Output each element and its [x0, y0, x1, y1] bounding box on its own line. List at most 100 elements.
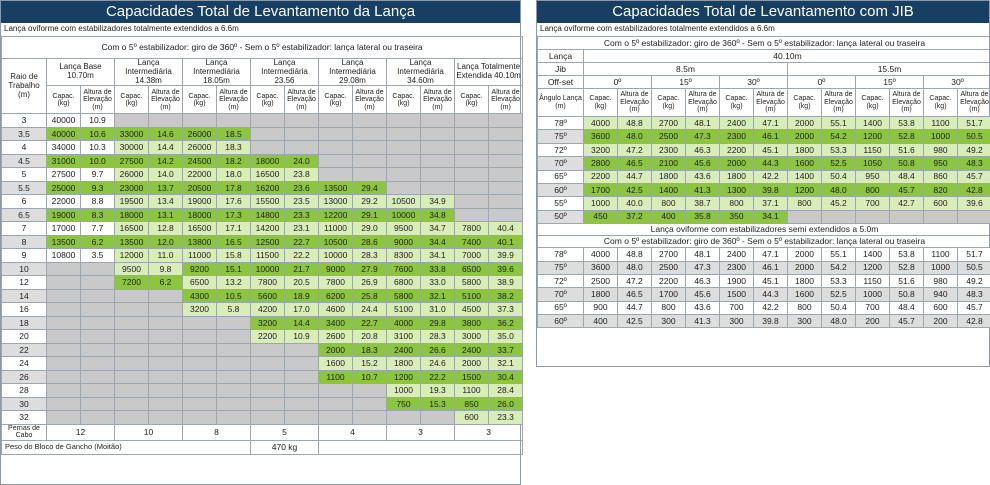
value-cell — [487, 126, 524, 142]
value-cell — [250, 113, 285, 128]
value-cell: 40.0 — [617, 196, 652, 211]
value-cell: 29.4 — [352, 180, 387, 196]
value-cell: 10.9 — [284, 329, 319, 344]
value-cell: 47.2 — [617, 142, 652, 158]
capacity-header: Capac. (kg) — [114, 85, 149, 115]
value-cell: 10.3 — [80, 140, 115, 155]
value-cell: 45.7 — [957, 169, 990, 184]
value-cell: 42.8 — [957, 182, 990, 198]
value-cell: 7800 — [318, 275, 353, 290]
lanca-value: 40.10m — [583, 49, 990, 63]
value-cell — [182, 383, 217, 398]
offset-value: 30º — [923, 75, 990, 89]
value-cell: 34000 — [46, 140, 81, 155]
radius-value: 16 — [1, 302, 47, 317]
table-row: 78º 4000 48.8 2700 48.1 2400 47.1 2000 55.1 1400 5… — [537, 247, 990, 262]
value-cell — [855, 209, 890, 225]
value-cell: 8.3 — [80, 207, 115, 223]
value-cell: 10.7 — [352, 369, 387, 385]
value-cell: 700 — [719, 300, 754, 316]
radius-value: 5 — [1, 167, 47, 182]
value-cell: 6.2 — [80, 234, 115, 250]
boom-capacity-table: Com o 5º estabilizador: giro de 360º - S… — [0, 36, 524, 455]
value-cell: 43.6 — [685, 169, 720, 184]
radius-value: 3.5 — [1, 126, 47, 142]
capacity-header: Capac. (kg) — [787, 88, 822, 117]
table-row: 50º 450 37.2 400 35.8 350 34.1 — [537, 209, 990, 225]
value-cell: 6500 — [182, 275, 217, 290]
table-row: 18 3200 14.4 3400 22.7 4000 29.8 3800 36.2 — [1, 315, 524, 331]
cable-value: 4 — [318, 423, 387, 441]
semi-config: Com o 5º estabilizador: giro de 360º - S… — [537, 235, 990, 249]
value-cell: 50.5 — [957, 260, 990, 275]
value-cell: 7200 — [114, 275, 149, 290]
height-header: Altura de Elevação (m) — [617, 88, 652, 117]
value-cell: 9.3 — [80, 180, 115, 196]
value-cell: 14200 — [250, 221, 285, 236]
radius-value: 30 — [1, 396, 47, 412]
value-cell: 16500 — [114, 221, 149, 236]
value-cell: 42.7 — [889, 196, 924, 211]
value-cell: 39.6 — [957, 196, 990, 211]
subheader-row: Ângulo Lança (m) Capac. (kg) Altura de Ele… — [537, 88, 990, 117]
value-cell: 37.3 — [487, 302, 524, 317]
cable-value: 3 — [386, 423, 455, 441]
value-cell: 2700 — [651, 115, 686, 131]
value-cell: 2500 — [583, 273, 618, 289]
value-cell: 34.9 — [420, 194, 455, 209]
jib-label: Jib — [537, 62, 584, 76]
jib-value: 8.5m — [583, 62, 788, 76]
radius-value: 5.5 — [1, 180, 47, 196]
value-cell: 19500 — [114, 194, 149, 209]
value-cell: 980 — [923, 273, 958, 289]
value-cell — [889, 209, 924, 225]
value-cell: 300 — [651, 314, 686, 329]
value-cell: 6500 — [454, 261, 489, 277]
table-row: 5 27500 9.7 26000 14.0 22000 18.0 16500 23.8 — [1, 167, 524, 182]
value-cell: 3600 — [583, 129, 618, 144]
boom-panel-title: Capacidades Total de Levantamento da Lan… — [1, 1, 520, 23]
value-cell — [80, 302, 115, 317]
value-cell: 17000 — [46, 221, 81, 236]
value-cell: 44.3 — [753, 156, 788, 171]
value-cell: 800 — [719, 196, 754, 211]
value-cell — [386, 167, 421, 182]
value-cell — [386, 153, 421, 169]
value-cell — [386, 126, 421, 142]
value-cell: 10500 — [386, 194, 421, 209]
value-cell: 53.3 — [821, 273, 856, 289]
value-cell: 53.8 — [889, 115, 924, 131]
value-cell: 29.0 — [352, 221, 387, 236]
jib-panel-title: Capacidades Total de Levantamento com JI… — [537, 1, 989, 23]
value-cell — [386, 113, 421, 128]
value-cell: 45.7 — [889, 182, 924, 198]
height-header: Altura de Elevação (m) — [352, 85, 387, 115]
value-cell: 9200 — [182, 261, 217, 277]
offset-row: Off-set 0º 15º 30º 0º 15º 30º — [537, 75, 990, 89]
value-cell — [46, 302, 81, 317]
value-cell: 45.2 — [821, 196, 856, 211]
value-cell: 14.6 — [148, 126, 183, 142]
value-cell — [80, 261, 115, 277]
value-cell — [420, 153, 455, 169]
value-cell: 950 — [855, 169, 890, 184]
config-row: Com o 5º estabilizador: giro de 360º - S… — [0, 36, 524, 59]
table-row: 8 13500 6.2 13500 12.0 13800 16.5 12500 22.7 1050… — [1, 234, 524, 250]
value-cell: 7000 — [454, 248, 489, 263]
value-cell — [487, 207, 524, 223]
value-cell: 14.2 — [148, 153, 183, 169]
height-header: Altura de Elevação (m) — [420, 85, 455, 115]
value-cell — [216, 329, 251, 344]
value-cell — [148, 302, 183, 317]
jib-row: Jib 8.5m 15.5m — [537, 62, 990, 76]
value-cell: 1500 — [454, 369, 489, 385]
value-cell — [284, 383, 319, 398]
value-cell — [250, 396, 285, 412]
offset-value: 15º — [651, 75, 720, 89]
value-cell — [46, 261, 81, 277]
config-text: Com o 5º estabilizador: giro de 360º - S… — [0, 36, 524, 59]
value-cell: 48.8 — [617, 247, 652, 262]
boom-header: Lança Intermediária 29.08m — [318, 57, 387, 87]
value-cell — [487, 153, 524, 169]
value-cell — [318, 140, 353, 155]
